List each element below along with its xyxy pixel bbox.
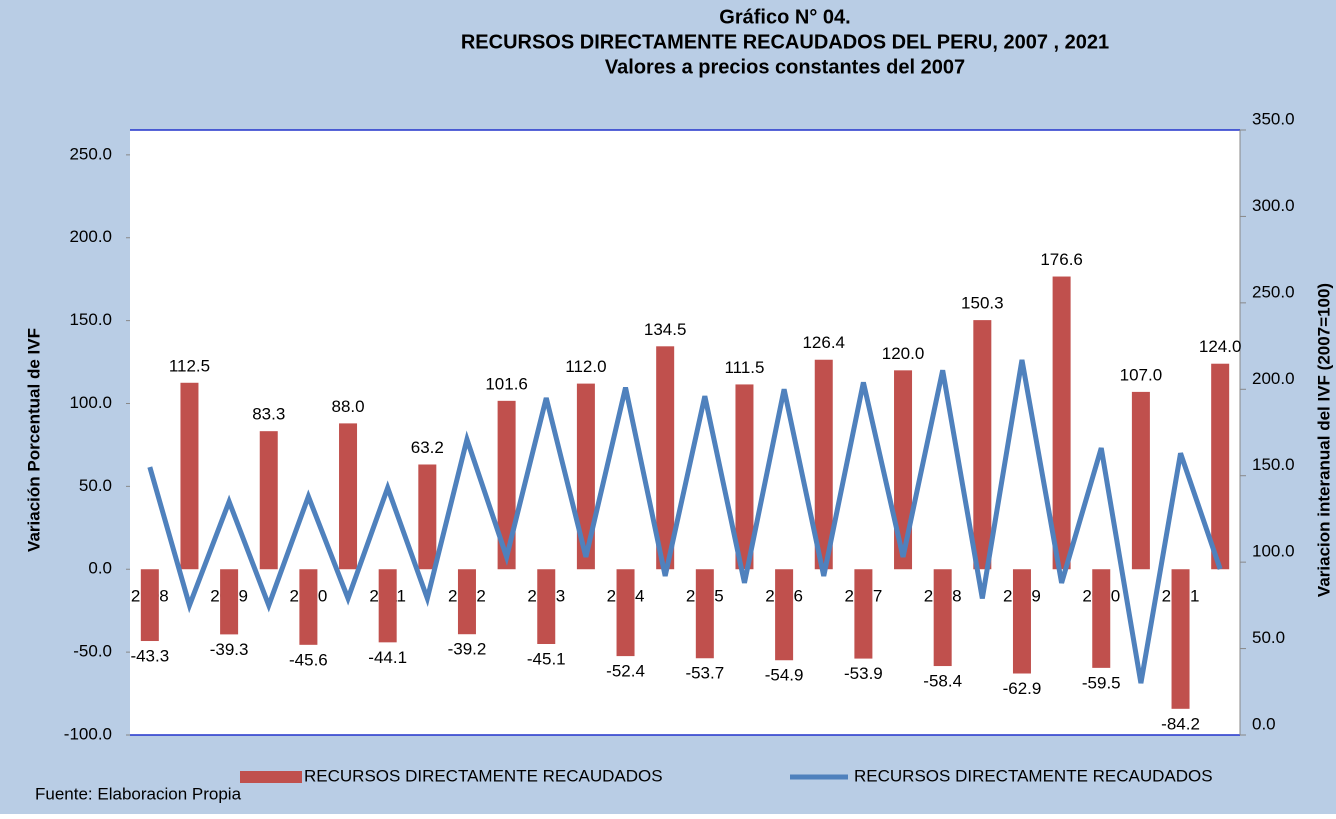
data-label: 124.0 xyxy=(1199,337,1242,356)
bar xyxy=(537,569,556,645)
bar xyxy=(259,431,278,570)
bar xyxy=(695,569,714,659)
y-axis-title: Variación Porcentual de IVF xyxy=(24,328,43,552)
data-label: -53.9 xyxy=(844,664,883,683)
bar xyxy=(656,346,675,570)
bar xyxy=(1092,569,1111,668)
bar xyxy=(140,569,159,642)
data-label: -39.2 xyxy=(448,640,487,659)
data-label: 134.5 xyxy=(644,320,687,339)
bar xyxy=(735,384,754,570)
bar xyxy=(894,370,913,570)
bar xyxy=(1052,276,1071,570)
y-tick-label: -50.0 xyxy=(73,642,112,661)
legend-swatch xyxy=(240,771,302,783)
source-note: Fuente: Elaboracion Propia xyxy=(35,784,242,803)
data-label: -84.2 xyxy=(1161,714,1200,733)
y2-axis-title: Variacion interanual del IVF (2007=100) xyxy=(1314,283,1333,597)
data-label: -58.4 xyxy=(923,672,962,691)
legend-label: RECURSOS DIRECTAMENTE RECAUDADOS xyxy=(854,766,1213,785)
data-label: 111.5 xyxy=(724,358,764,377)
y-tick-label: 250.0 xyxy=(69,144,112,163)
data-label: -43.3 xyxy=(130,647,169,666)
y-tick-label: -100.0 xyxy=(64,724,112,743)
bar xyxy=(180,382,199,570)
data-label: 83.3 xyxy=(252,405,285,424)
data-label: 176.6 xyxy=(1040,250,1083,269)
data-label: -44.1 xyxy=(368,648,407,667)
y2-tick-label: 350.0 xyxy=(1252,109,1295,128)
legend-label: RECURSOS DIRECTAMENTE RECAUDADOS xyxy=(304,766,663,785)
data-label: 112.0 xyxy=(565,357,606,376)
y2-tick-label: 0.0 xyxy=(1252,714,1276,733)
bar xyxy=(457,569,476,635)
y-tick-label: 50.0 xyxy=(79,476,112,495)
bar xyxy=(616,569,635,657)
bar xyxy=(418,464,437,570)
y-tick-label: 200.0 xyxy=(69,227,112,246)
bar xyxy=(814,359,833,570)
data-label: 88.0 xyxy=(331,397,364,416)
bar xyxy=(1171,569,1190,709)
data-label: 101.6 xyxy=(485,374,528,393)
plot-area xyxy=(130,130,1240,735)
bar xyxy=(973,320,992,570)
y2-tick-label: 100.0 xyxy=(1252,542,1295,561)
data-label: 112.5 xyxy=(169,356,210,375)
chart-title: Gráfico N° 04. xyxy=(719,6,850,28)
y2-tick-label: 300.0 xyxy=(1252,196,1295,215)
y2-tick-label: 50.0 xyxy=(1252,628,1285,647)
chart-subtitle: RECURSOS DIRECTAMENTE RECAUDADOS DEL PER… xyxy=(461,31,1109,53)
bar xyxy=(933,569,952,667)
data-label: 120.0 xyxy=(882,344,925,363)
y2-tick-label: 150.0 xyxy=(1252,455,1295,474)
data-label: -52.4 xyxy=(606,662,645,681)
data-label: 63.2 xyxy=(411,438,444,457)
bar xyxy=(1211,363,1230,570)
data-label: -59.5 xyxy=(1082,673,1121,692)
bar xyxy=(299,569,318,645)
data-label: 107.0 xyxy=(1120,365,1163,384)
bar xyxy=(854,569,873,659)
bar xyxy=(1131,391,1150,570)
y-tick-label: 100.0 xyxy=(69,393,112,412)
data-label: -45.6 xyxy=(289,650,328,669)
y-tick-label: 150.0 xyxy=(69,310,112,329)
chart-subtitle: Valores a precios constantes del 2007 xyxy=(605,56,965,78)
data-label: -45.1 xyxy=(527,649,566,668)
bar xyxy=(220,569,239,635)
data-label: 150.3 xyxy=(961,294,1004,313)
y2-tick-label: 250.0 xyxy=(1252,282,1295,301)
bar xyxy=(378,569,397,643)
line xyxy=(147,359,1223,684)
bar xyxy=(497,400,516,570)
data-label: 126.4 xyxy=(802,333,845,352)
data-label: -62.9 xyxy=(1003,679,1042,698)
bar xyxy=(1012,569,1031,674)
y-tick-label: 0.0 xyxy=(88,559,112,578)
data-label: -39.3 xyxy=(210,640,249,659)
bar xyxy=(775,569,794,661)
y2-tick-label: 200.0 xyxy=(1252,369,1295,388)
data-label: -54.9 xyxy=(765,666,804,685)
bar xyxy=(339,423,358,570)
data-label: -53.7 xyxy=(685,664,724,683)
bar xyxy=(576,383,595,570)
